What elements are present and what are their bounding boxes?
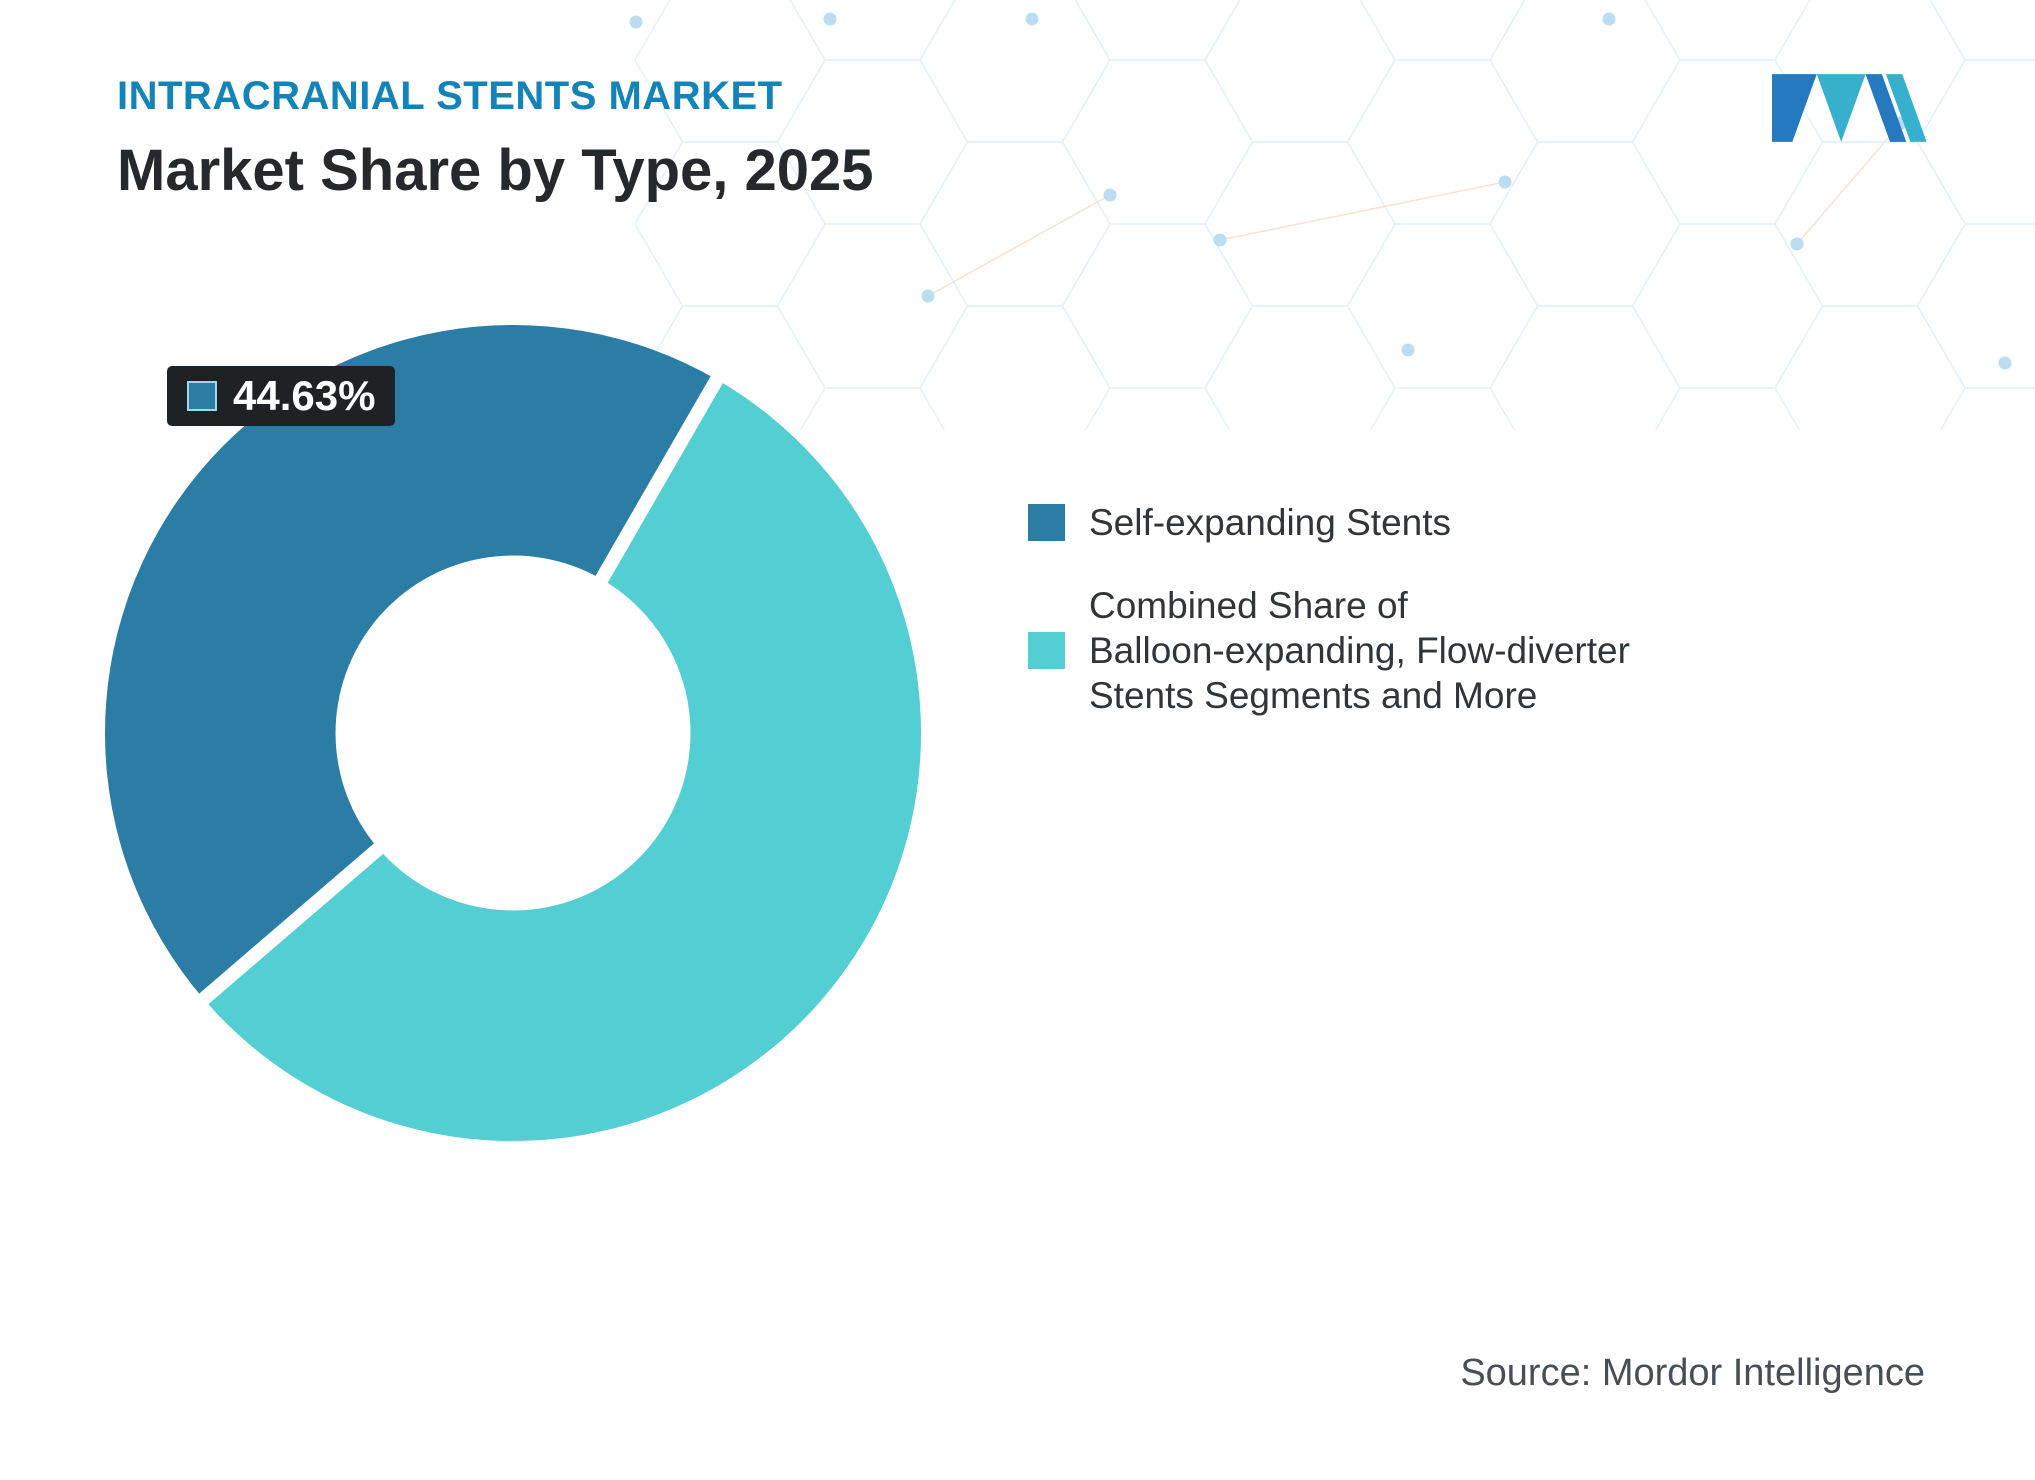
header: INTRACRANIAL STENTS MARKET Market Share … xyxy=(117,74,874,204)
company-logo xyxy=(1772,74,1927,142)
donut-segment-0 xyxy=(104,325,717,1000)
legend-label: Self-expanding Stents xyxy=(1089,502,1452,543)
legend-item-self-expanding: Self-expanding Stents xyxy=(1028,500,1828,545)
share-label-badge: 44.63% xyxy=(167,366,396,426)
donut-chart xyxy=(98,318,928,1148)
share-label-swatch-icon xyxy=(187,381,217,411)
legend-swatch-icon xyxy=(1028,504,1065,542)
donut-segment-gap xyxy=(194,727,518,1009)
legend: Self-expanding Stents Combined Share of … xyxy=(1028,500,1828,719)
legend-label: Combined Share of Balloon-expanding, Flo… xyxy=(1089,585,1630,717)
logo-shape-blue-block xyxy=(1772,74,1817,142)
donut-segment-gap xyxy=(506,370,726,737)
share-label-value: 44.63% xyxy=(233,372,376,419)
legend-swatch-icon xyxy=(1028,632,1065,670)
legend-item-combined-share: Combined Share of Balloon-expanding, Flo… xyxy=(1028,583,1828,718)
header-eyebrow: INTRACRANIAL STENTS MARKET xyxy=(117,74,783,118)
donut-segment-1 xyxy=(203,379,921,1142)
logo-shape-teal-triangle xyxy=(1816,74,1866,142)
page-title: Market Share by Type, 2025 xyxy=(117,138,874,203)
source-text: Source: Mordor Intelligence xyxy=(1460,1352,1925,1394)
